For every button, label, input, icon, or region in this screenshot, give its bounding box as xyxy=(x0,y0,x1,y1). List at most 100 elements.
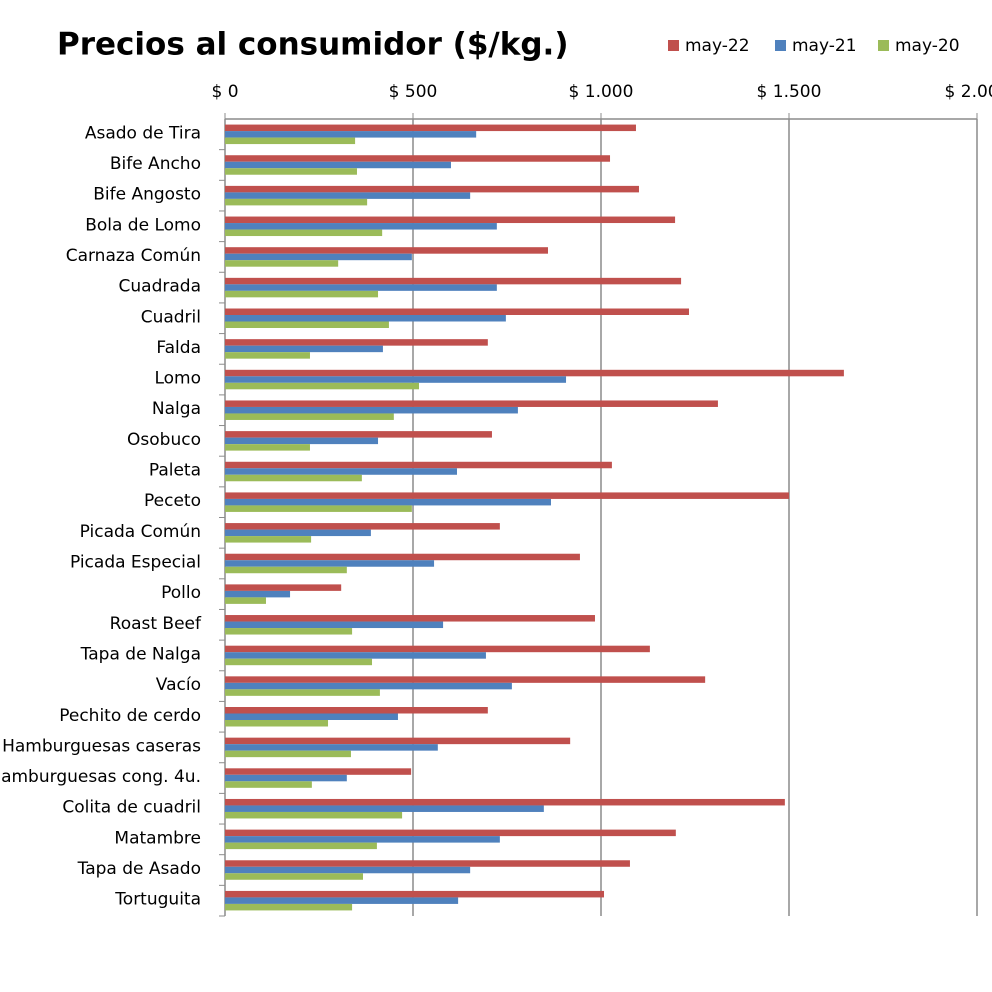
chart-title: Precios al consumidor ($/kg.) xyxy=(57,27,569,63)
bar xyxy=(225,284,497,291)
bar xyxy=(225,676,706,683)
bar xyxy=(225,707,488,714)
y-tick-label: Bife Ancho xyxy=(110,154,201,174)
y-tick-label: Paleta xyxy=(149,461,201,481)
bar xyxy=(225,161,451,169)
bar xyxy=(225,781,312,788)
bar xyxy=(225,406,518,414)
bar xyxy=(225,216,676,224)
bar xyxy=(225,131,477,138)
bar xyxy=(225,431,492,438)
x-tick-label: $ 500 xyxy=(389,82,438,102)
bar xyxy=(225,720,329,727)
bar xyxy=(225,253,412,261)
y-tick-label: Hamburguesas cong. 4u. xyxy=(0,767,201,787)
bar xyxy=(225,768,412,775)
bar xyxy=(225,461,612,469)
bar xyxy=(225,185,639,193)
bar xyxy=(225,124,636,132)
bar xyxy=(225,890,605,898)
bar xyxy=(225,903,353,911)
y-tick-label: Lomo xyxy=(154,369,201,389)
y-tick-label: Nalga xyxy=(152,399,201,419)
y-tick-label: Vacío xyxy=(156,675,201,695)
y-tick-label: Peceto xyxy=(144,491,201,511)
bar xyxy=(225,444,310,451)
bar xyxy=(225,866,471,874)
bar xyxy=(225,155,611,162)
bar xyxy=(225,468,457,475)
bar xyxy=(225,413,394,420)
bar xyxy=(225,308,689,315)
bar xyxy=(225,523,500,530)
legend-swatch xyxy=(878,40,889,51)
bar xyxy=(225,798,785,806)
x-tick-label: $ 1.500 xyxy=(757,82,822,102)
bar xyxy=(225,737,571,745)
bar xyxy=(225,553,580,561)
y-tick-label: Osobuco xyxy=(127,430,201,450)
bar xyxy=(225,260,339,267)
y-tick-label: Bife Angosto xyxy=(93,185,201,205)
bar xyxy=(225,352,310,359)
bar xyxy=(225,682,512,690)
bar xyxy=(225,584,342,591)
legend-label: may-21 xyxy=(792,36,857,56)
bar xyxy=(225,369,844,377)
bar xyxy=(225,689,380,696)
y-tick-label: Carnaza Común xyxy=(66,246,201,266)
y-tick-label: Bola de Lomo xyxy=(85,215,201,235)
bar xyxy=(225,615,595,622)
bar xyxy=(225,529,371,537)
bar xyxy=(225,498,551,506)
bar xyxy=(225,247,548,254)
y-tick-label: Tortuguita xyxy=(114,890,201,910)
bar xyxy=(225,474,362,482)
bar xyxy=(225,860,630,867)
y-tick-label: Tapa de Nalga xyxy=(80,644,201,664)
legend-label: may-20 xyxy=(895,36,960,56)
bar xyxy=(225,400,718,407)
bar xyxy=(225,168,357,175)
bar xyxy=(225,382,420,390)
bar xyxy=(225,597,266,604)
y-tick-label: Tapa de Asado xyxy=(77,859,201,879)
y-tick-label: Asado de Tira xyxy=(85,123,201,143)
bar xyxy=(225,277,682,285)
bar xyxy=(225,376,567,383)
bar xyxy=(225,492,789,499)
bar xyxy=(225,192,471,199)
legend-swatch xyxy=(668,40,679,51)
bar xyxy=(225,829,676,837)
bar xyxy=(225,345,383,353)
bar xyxy=(225,658,373,666)
bar xyxy=(225,315,506,322)
bar xyxy=(225,566,347,574)
y-tick-label: Hamburguesas caseras xyxy=(2,736,201,756)
bar xyxy=(225,628,353,635)
x-tick-label: $ 2.000 xyxy=(945,82,992,102)
x-tick-label: $ 0 xyxy=(211,82,238,102)
y-tick-label: Matambre xyxy=(114,828,201,848)
legend-label: may-22 xyxy=(685,36,750,56)
y-tick-label: Picada Especial xyxy=(70,552,201,572)
bar xyxy=(225,805,544,812)
bar xyxy=(225,897,459,904)
bar xyxy=(225,842,377,850)
bar xyxy=(225,836,500,843)
y-tick-label: Cuadril xyxy=(141,307,201,327)
bar xyxy=(225,137,356,145)
bar xyxy=(225,590,291,598)
y-tick-label: Pechito de cerdo xyxy=(59,706,201,726)
bar xyxy=(225,223,497,230)
y-tick-label: Pollo xyxy=(161,583,201,603)
y-tick-label: Falda xyxy=(156,338,201,358)
y-tick-label: Roast Beef xyxy=(110,614,202,634)
y-tick-label: Colita de cuadril xyxy=(62,798,201,818)
y-tick-label: Picada Común xyxy=(80,522,201,542)
x-tick-label: $ 1.000 xyxy=(569,82,634,102)
bar xyxy=(225,750,351,758)
legend-swatch xyxy=(775,40,786,51)
bar xyxy=(225,652,486,659)
